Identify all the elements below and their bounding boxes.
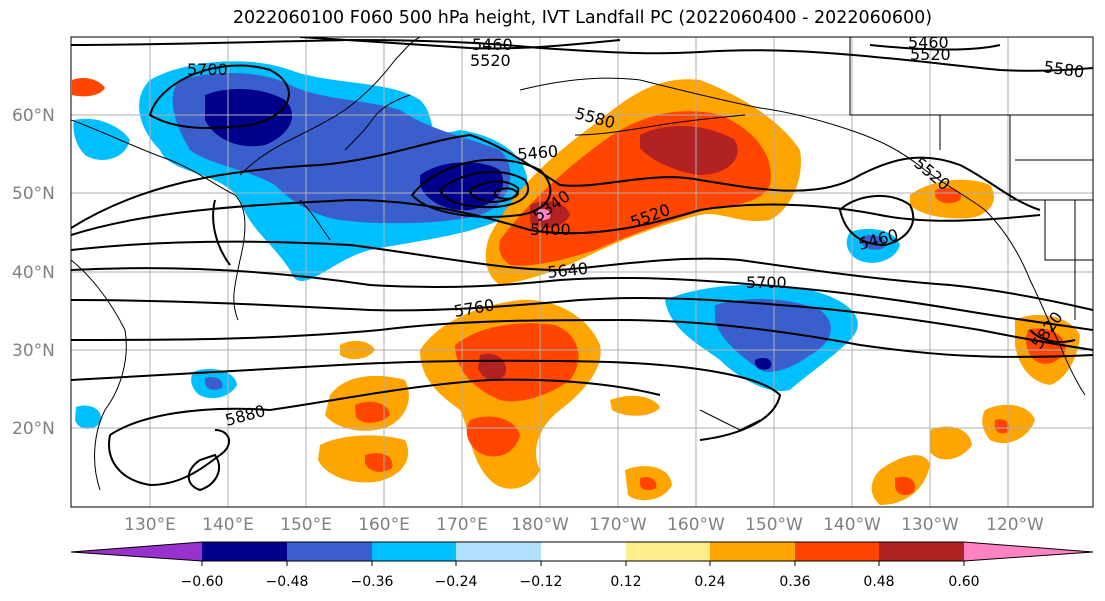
colorbar-tick-label: 0.60 bbox=[948, 574, 979, 590]
lat-label: 50°N bbox=[12, 184, 55, 204]
lon-labels: 130°E 140°E 150°E 160°E 170°E 180°W 170°… bbox=[124, 515, 1044, 535]
lon-label: 140°E bbox=[202, 515, 254, 535]
lon-label: 140°W bbox=[823, 515, 881, 535]
colorbar-tick-label: −0.12 bbox=[520, 574, 563, 590]
lat-label: 30°N bbox=[12, 341, 55, 361]
lon-label: 170°W bbox=[589, 515, 647, 535]
colorbar-tick-label: −0.48 bbox=[266, 574, 309, 590]
lon-label: 150°W bbox=[745, 515, 803, 535]
lat-label: 40°N bbox=[12, 263, 55, 283]
colorbar-tick-label: −0.60 bbox=[181, 574, 224, 590]
colorbar-tick-label: 0.12 bbox=[610, 574, 641, 590]
contour-label: 5640 bbox=[546, 259, 588, 282]
colorbar-bin bbox=[287, 542, 372, 561]
colorbar-tick-label: 0.24 bbox=[694, 574, 725, 590]
contour-label: 5700 bbox=[187, 60, 228, 79]
contour-label: 5520 bbox=[910, 45, 951, 64]
lon-label: 160°W bbox=[667, 515, 725, 535]
colorbar-bin bbox=[626, 542, 710, 561]
lon-label: 160°E bbox=[358, 515, 410, 535]
colorbar-bin bbox=[456, 542, 541, 561]
contour-label: 5400 bbox=[530, 220, 571, 239]
colorbar-bin bbox=[541, 542, 626, 561]
colorbar-tick-label: −0.24 bbox=[435, 574, 478, 590]
colorbar-bin bbox=[202, 542, 287, 561]
contour-label: 5520 bbox=[470, 51, 511, 70]
contour-label: 5460 bbox=[472, 35, 513, 54]
map-title: 2022060100 F060 500 hPa height, IVT Land… bbox=[232, 8, 933, 28]
colorbar-tick-label: 0.36 bbox=[779, 574, 810, 590]
colorbar-tick-label: −0.36 bbox=[351, 574, 394, 590]
lon-label: 150°E bbox=[280, 515, 332, 535]
ivt-negative-shading bbox=[73, 61, 900, 429]
lat-labels: 60°N 50°N 40°N 30°N 20°N bbox=[12, 106, 55, 439]
colorbar-extend-max bbox=[964, 542, 1093, 561]
colorbar-tick-label: 0.48 bbox=[863, 574, 894, 590]
lat-label: 20°N bbox=[12, 419, 55, 439]
lon-label: 130°E bbox=[124, 515, 176, 535]
lon-label: 170°E bbox=[436, 515, 488, 535]
map-frame bbox=[70, 36, 1094, 508]
contour-label: 5700 bbox=[746, 273, 787, 292]
colorbar-bin bbox=[879, 542, 964, 561]
colorbar-bin bbox=[795, 542, 879, 561]
colorbar: −0.60 −0.48 −0.36 −0.24 −0.12 0.12 0.24 … bbox=[70, 541, 1094, 590]
lon-label: 130°W bbox=[901, 515, 959, 535]
contour-label: 5460 bbox=[908, 33, 949, 52]
colorbar-bin bbox=[710, 542, 795, 561]
height-contours bbox=[71, 37, 1093, 492]
lon-label: 120°W bbox=[986, 515, 1044, 535]
colorbar-bin bbox=[372, 542, 456, 561]
map-area: 5460 5520 5700 5580 5460 5460 5340 5400 … bbox=[71, 33, 1093, 507]
colorbar-extend-min bbox=[71, 542, 202, 561]
lat-label: 60°N bbox=[12, 106, 55, 126]
lon-label: 180°W bbox=[511, 515, 569, 535]
contour-label: 5460 bbox=[517, 142, 559, 164]
